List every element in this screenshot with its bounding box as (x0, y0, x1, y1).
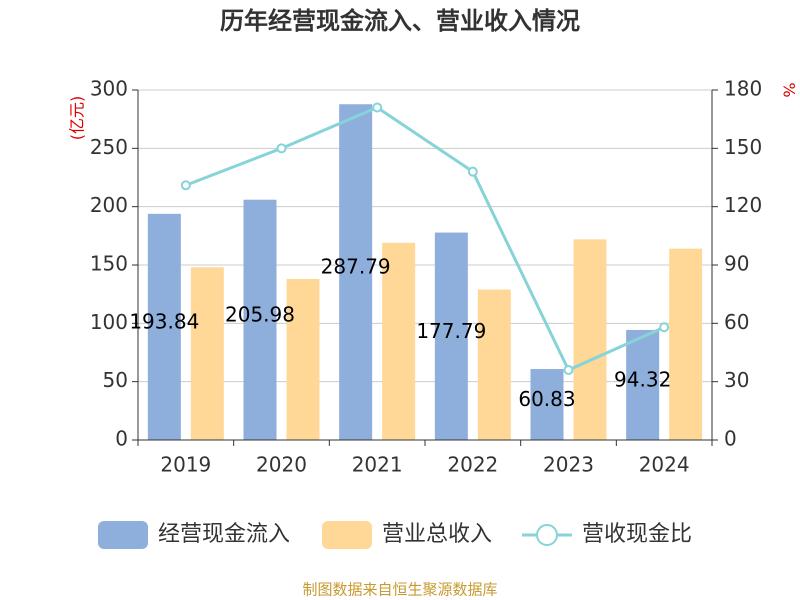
x-tick-label: 2022 (447, 453, 498, 477)
line-point (467, 166, 478, 177)
y-tick-label: 100 (90, 310, 128, 334)
data-label: 193.84 (129, 309, 199, 333)
legend-label: 营收现金比 (582, 522, 692, 547)
y2-tick-label: 30 (724, 368, 749, 392)
x-tick-label: 2021 (352, 453, 403, 477)
y-tick-label: 200 (90, 193, 128, 217)
y-tick-label: 50 (103, 368, 128, 392)
data-label: 205.98 (225, 302, 295, 326)
y2-tick-label: 180 (724, 77, 762, 101)
chart-title: 历年经营现金流入、营业收入情况 (220, 7, 580, 35)
y2-tick-label: 0 (724, 427, 737, 451)
legend-swatch (536, 524, 558, 546)
y2-tick-label: 150 (724, 135, 762, 159)
data-label: 60.83 (518, 387, 575, 411)
line (185, 105, 665, 372)
y-tick-label: 300 (90, 77, 128, 101)
legend-label: 经营现金流入 (158, 522, 290, 547)
bar (339, 104, 373, 441)
x-tick-label: 2023 (543, 453, 594, 477)
x-tick-label: 2019 (160, 453, 211, 477)
y2-axis-label: % (780, 82, 799, 97)
line-point (659, 322, 670, 333)
bar (434, 232, 468, 440)
line-point (180, 180, 191, 191)
y-tick-label: 0 (115, 427, 128, 451)
y-tick-label: 250 (90, 135, 128, 159)
y2-tick-label: 60 (724, 310, 749, 334)
bar (669, 248, 703, 440)
y-tick-label: 150 (90, 252, 128, 276)
bar (190, 267, 224, 440)
line-point (276, 143, 287, 154)
data-label: 94.32 (614, 367, 671, 391)
bar (286, 279, 320, 440)
bar (147, 213, 181, 440)
x-tick-label: 2024 (639, 453, 690, 477)
bar (573, 239, 607, 440)
data-label: 287.79 (321, 255, 391, 279)
line-point (563, 365, 574, 375)
line-point (372, 102, 383, 113)
y2-tick-label: 90 (724, 252, 749, 276)
legend-swatch (98, 521, 148, 549)
x-tick-label: 2020 (256, 453, 307, 477)
bar (477, 289, 511, 440)
y-axis-label: (亿元) (68, 96, 87, 141)
bar (382, 242, 416, 440)
bar (626, 329, 660, 440)
y2-tick-label: 120 (724, 193, 762, 217)
legend-label: 营业总收入 (382, 522, 492, 547)
bar (530, 369, 564, 440)
bar (243, 199, 277, 440)
data-label: 177.79 (416, 319, 486, 343)
source-note: 制图数据来自恒生聚源数据库 (302, 581, 497, 599)
legend-swatch (322, 521, 372, 549)
